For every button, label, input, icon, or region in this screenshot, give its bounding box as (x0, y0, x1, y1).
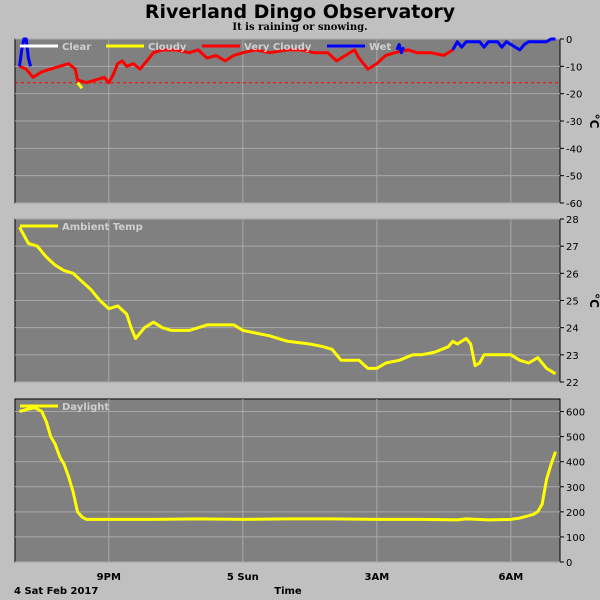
x-axis-start-label: 4 Sat Feb 2017 (14, 586, 98, 597)
legend-label: Ambient Temp (62, 222, 143, 233)
y-tick-label: -40 (566, 144, 582, 155)
y-tick-label: 28 (566, 215, 579, 226)
y-axis-unit: °C (587, 114, 600, 129)
x-tick-label: 6AM (499, 572, 524, 583)
series-line-cloudy (76, 81, 84, 90)
y-tick-label: 27 (566, 242, 579, 253)
y-tick-label: 0 (566, 35, 572, 46)
series-line-ambient-temp (18, 226, 557, 376)
x-axis-title: Time (274, 586, 302, 597)
y-tick-label: -60 (566, 199, 582, 210)
legend-label: Wet (369, 42, 391, 53)
series-line-wet (395, 43, 405, 55)
x-tick-label: 9PM (97, 572, 121, 583)
legend-label: Clear (62, 42, 91, 53)
legend-label: Daylight (62, 402, 109, 413)
y-tick-label: 500 (566, 433, 585, 444)
x-tick-label: 3AM (365, 572, 390, 583)
y-tick-label: 23 (566, 351, 579, 362)
chart-title: Riverland Dingo Observatory (144, 1, 456, 23)
y-tick-label: 100 (566, 533, 585, 544)
y-tick-label: -10 (566, 62, 582, 73)
y-tick-label: 26 (566, 269, 579, 280)
y-tick-label: 25 (566, 297, 579, 308)
x-tick-label: 5 Sun (227, 572, 259, 583)
y-tick-label: -50 (566, 172, 582, 183)
chart-subtitle: It is raining or snowing. (232, 22, 368, 33)
y-tick-label: -20 (566, 90, 582, 101)
y-tick-label: 600 (566, 408, 585, 419)
legend-label: Cloudy (148, 42, 187, 53)
y-tick-label: 400 (566, 458, 585, 469)
series-line-wet (451, 37, 556, 52)
series-line-wet (18, 37, 33, 67)
series-line-daylight (19, 406, 557, 522)
y-tick-label: 200 (566, 508, 585, 519)
legend-label: Very Cloudy (244, 42, 312, 53)
y-tick-label: 22 (566, 378, 579, 389)
y-tick-label: 300 (566, 483, 585, 494)
y-axis-unit: °C (587, 293, 600, 308)
y-tick-label: 24 (566, 324, 579, 335)
y-tick-label: -30 (566, 117, 582, 128)
plot-area-daylight (14, 398, 561, 563)
series-line-very-cloudy (18, 48, 454, 85)
y-tick-label: 0 (566, 558, 572, 569)
